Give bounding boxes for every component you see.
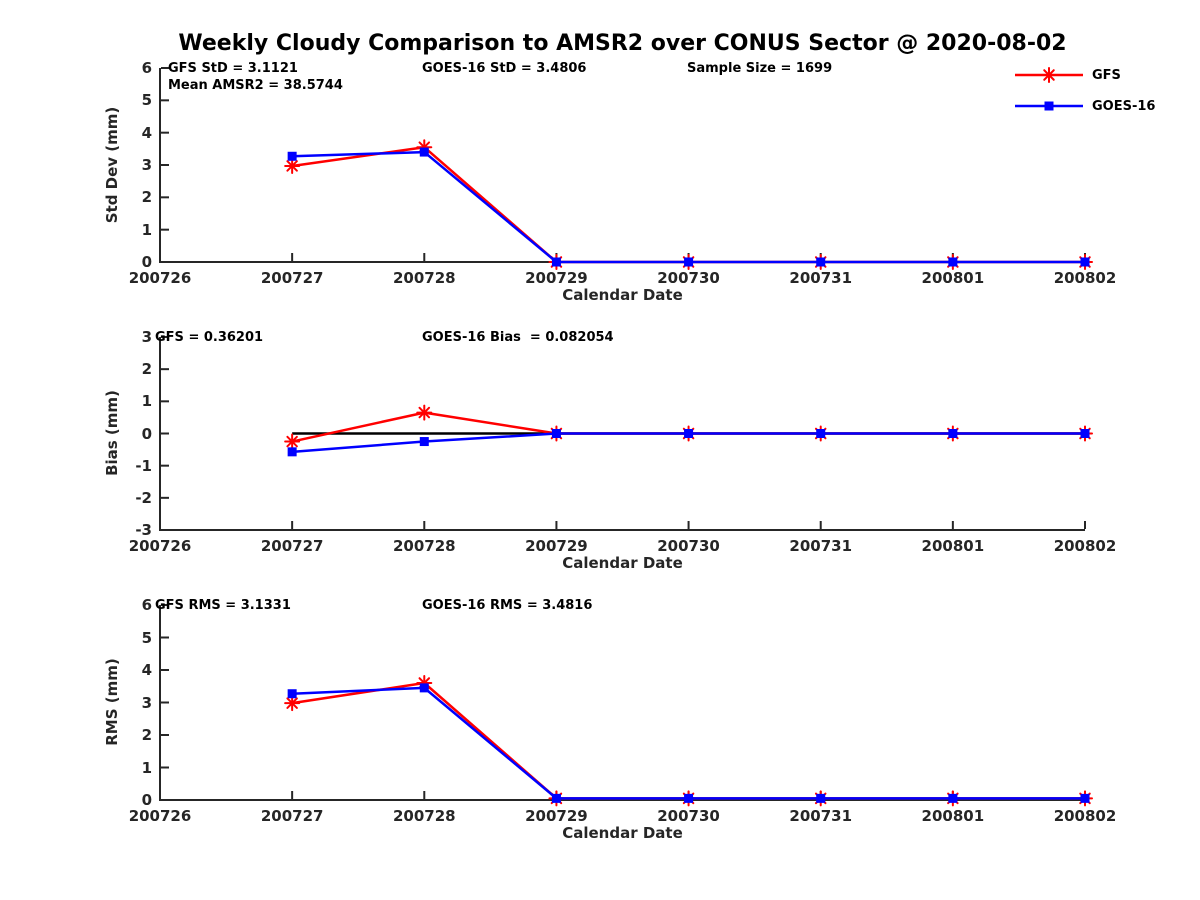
x-axis-label-top: Calendar Date xyxy=(562,286,683,304)
y-tick-label: 2 xyxy=(141,726,152,744)
gfs-legend-marker xyxy=(1041,67,1057,83)
y-tick-label: -2 xyxy=(135,488,152,507)
y-tick-label: 0 xyxy=(141,791,152,809)
goes16-marker xyxy=(287,151,297,161)
annotation: Sample Size = 1699 xyxy=(687,61,833,76)
x-tick-label: 200727 xyxy=(260,537,324,555)
x-tick-label: 200730 xyxy=(657,537,720,555)
y-tick-label: 4 xyxy=(141,123,152,142)
y-tick-label: -3 xyxy=(135,521,152,539)
legend-item-gfs: GFS xyxy=(1013,66,1121,84)
annotation: GFS StD = 3.1121 xyxy=(168,61,298,76)
annotation: GFS = 0.36201 xyxy=(155,330,264,345)
legend-label-gfs: GFS xyxy=(1092,67,1121,83)
annotation: GOES-16 StD = 3.4806 xyxy=(422,61,587,76)
x-tick-label: 200802 xyxy=(1053,807,1117,825)
goes16-marker xyxy=(684,793,694,803)
goes16-marker xyxy=(419,437,429,447)
legend-item-goes16: GOES-16 xyxy=(1013,97,1155,115)
goes16-marker xyxy=(684,429,694,438)
goes16-marker xyxy=(948,429,958,438)
annotation: GFS RMS = 3.1331 xyxy=(155,598,291,613)
y-tick-label: 3 xyxy=(141,693,152,712)
goes16-marker xyxy=(816,429,826,438)
goes16-marker xyxy=(684,257,694,267)
gfs-marker xyxy=(284,157,301,174)
goes16-marker xyxy=(551,257,561,267)
goes16-marker xyxy=(287,689,297,699)
y-axis-label-bias: Bias (mm) xyxy=(103,390,121,476)
y-tick-label: 0 xyxy=(141,253,152,271)
y-tick-label: 2 xyxy=(141,360,152,379)
goes16-marker xyxy=(551,793,561,803)
y-tick-label: 6 xyxy=(141,596,152,614)
chart-title: Weekly Cloudy Comparison to AMSR2 over C… xyxy=(178,31,1067,56)
goes16-rms-line xyxy=(292,686,1085,800)
x-tick-label: 200801 xyxy=(921,269,985,287)
goes16-marker xyxy=(419,683,429,693)
gfs-std-line xyxy=(291,145,1085,264)
y-axis-label-stddev: Std Dev (mm) xyxy=(103,106,121,224)
goes16-marker xyxy=(948,257,958,267)
x-tick-label: 200728 xyxy=(392,807,456,825)
x-tick-label: 200727 xyxy=(260,269,324,287)
gfs-marker xyxy=(416,404,433,421)
x-tick-label: 200801 xyxy=(921,807,985,825)
y-tick-label: 4 xyxy=(141,661,152,679)
goes16-marker xyxy=(419,147,429,157)
annotation: GOES-16 Bias = 0.082054 xyxy=(422,330,614,345)
legend-label-goes16: GOES-16 xyxy=(1092,98,1156,114)
y-tick-label: 0 xyxy=(141,424,152,443)
x-tick-label: 200731 xyxy=(789,537,853,555)
x-tick-label: 200727 xyxy=(260,807,324,825)
goes16-marker xyxy=(287,447,297,457)
y-tick-label: 1 xyxy=(141,220,152,239)
x-tick-label: 200731 xyxy=(789,269,853,287)
x-tick-label: 200730 xyxy=(657,269,720,287)
y-tick-label: 1 xyxy=(141,392,152,411)
annotation: Mean AMSR2 = 38.5744 xyxy=(168,78,343,93)
x-tick-label: 200726 xyxy=(128,807,192,825)
x-tick-label: 200729 xyxy=(525,807,588,825)
x-tick-label: 200802 xyxy=(1053,537,1117,555)
x-axis-label-middle: Calendar Date xyxy=(562,554,683,572)
x-tick-label: 200731 xyxy=(789,807,853,825)
gfs-marker xyxy=(284,433,301,450)
y-tick-label: 3 xyxy=(141,156,152,174)
goes-16-legend-marker xyxy=(1044,101,1054,111)
gfs-legend-swatch xyxy=(1015,67,1083,83)
x-tick-label: 200729 xyxy=(525,537,588,555)
x-tick-label: 200726 xyxy=(128,269,192,287)
gfs-marker xyxy=(284,695,301,712)
y-tick-label: 2 xyxy=(141,188,152,207)
x-tick-label: 200729 xyxy=(525,269,588,287)
y-tick-label: 1 xyxy=(141,758,152,777)
x-tick-label: 200726 xyxy=(128,537,192,555)
x-tick-label: 200802 xyxy=(1053,269,1117,287)
y-tick-label: -1 xyxy=(135,456,152,475)
x-tick-label: 200730 xyxy=(657,807,720,825)
y-tick-label: 5 xyxy=(141,628,152,647)
x-tick-label: 200801 xyxy=(921,537,985,555)
y-tick-label: 6 xyxy=(141,59,152,77)
x-axis-label-bottom: Calendar Date xyxy=(562,824,683,842)
goes16-marker xyxy=(551,429,561,438)
goes16-std-line xyxy=(292,150,1085,264)
x-tick-label: 200728 xyxy=(392,537,456,555)
y-axis-label-rms: RMS (mm) xyxy=(103,658,121,746)
annotation: GOES-16 RMS = 3.4816 xyxy=(422,598,593,613)
goes16-marker xyxy=(816,257,826,267)
goes16-legend-swatch xyxy=(1015,101,1083,111)
gfs-rms-line xyxy=(291,681,1085,800)
x-tick-label: 200728 xyxy=(392,269,456,287)
y-tick-label: 5 xyxy=(141,91,152,110)
goes16-marker xyxy=(1080,257,1090,267)
goes16-marker xyxy=(948,793,958,803)
y-tick-label: 3 xyxy=(141,328,152,346)
goes16-marker xyxy=(1080,429,1090,438)
goes16-marker xyxy=(1080,793,1090,803)
goes16-marker xyxy=(816,793,826,803)
